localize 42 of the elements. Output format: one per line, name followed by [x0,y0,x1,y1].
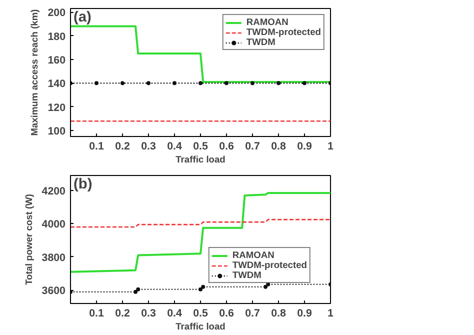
x-tick-label: 0.4 [167,140,182,152]
x-tick-label: 1 [328,308,334,320]
x-tick-label: 0.9 [297,140,312,152]
legend-label: TWDM [246,37,276,47]
x-tick-label: 0.6 [219,140,234,152]
x-tick-label: 0.8 [271,140,286,152]
x-tick-label: 0.1 [89,308,104,320]
y-tick-label: 100 [48,126,66,138]
x-tick-label: 1 [328,140,334,152]
y-tick-label: 4200 [42,185,66,198]
y-tick-label: 3600 [42,285,66,298]
x-axis-title: Traffic load [176,322,226,332]
x-tick-label: 0.5 [193,308,208,320]
legend-label: TWDM-protected [246,27,321,37]
annotation: (a) [74,10,92,26]
x-tick-label: 0.6 [219,308,234,320]
y-tick-label: 4000 [42,218,66,231]
x-tick-label: 0.3 [141,308,156,320]
x-tick-label: 0.3 [141,140,156,152]
legend-label: RAMOAN [232,250,274,260]
legend-label: RAMOAN [246,17,288,27]
y-axis-title: Maximum access reach (km) [30,9,40,136]
legend-label: TWDM-protected [232,260,307,270]
x-tick-label: 0.5 [193,140,208,152]
x-tick-label: 0.7 [245,140,260,152]
x-tick-label: 0.1 [89,140,104,152]
y-tick-label: 140 [48,78,66,90]
x-tick-label: 0.9 [297,308,312,320]
annotation: (b) [74,176,92,192]
x-axis-title: Traffic load [176,154,226,164]
y-tick-label: 180 [48,30,66,43]
x-tick-label: 0.2 [115,308,130,320]
y-tick-label: 120 [48,102,66,114]
y-tick-label: 160 [48,54,66,66]
y-axis-title: Total power cost (W) [24,194,34,286]
x-tick-label: 0.4 [167,308,182,320]
x-tick-label: 0.8 [271,308,286,320]
y-tick-label: 3800 [42,252,66,264]
y-tick-label: 200 [48,7,66,20]
x-tick-label: 0.7 [245,308,260,320]
legend-label: TWDM [232,270,262,280]
x-tick-label: 0.2 [115,140,130,152]
